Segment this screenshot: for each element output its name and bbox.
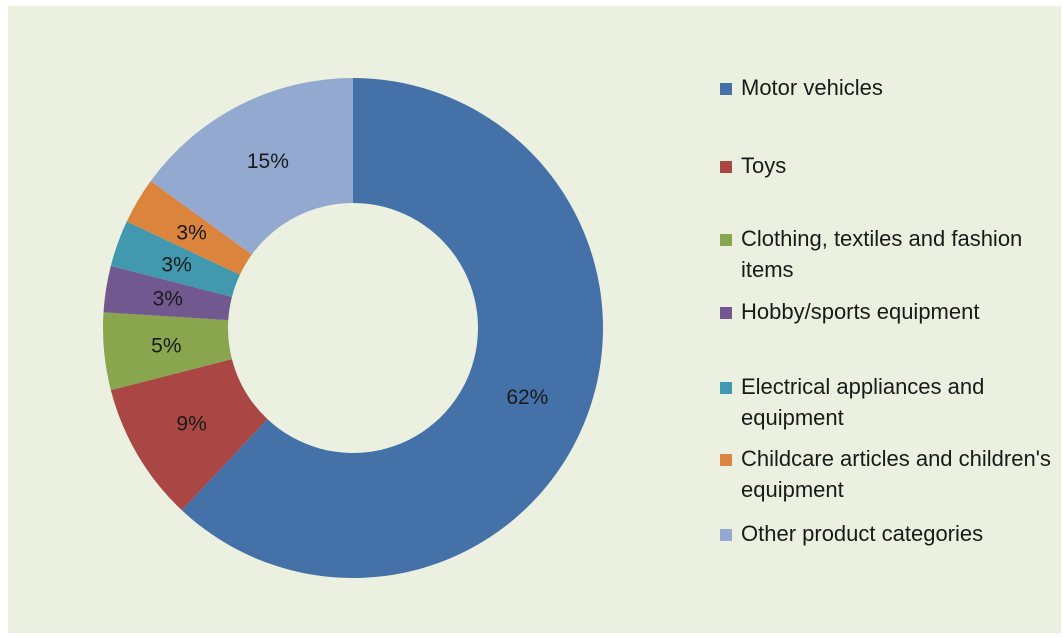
legend-item-hobby-sports: Hobby/sports equipment bbox=[720, 296, 1063, 327]
data-label-other: 15% bbox=[247, 150, 289, 173]
legend-label: Childcare articles and children's equipm… bbox=[741, 446, 1051, 502]
legend-label: Hobby/sports equipment bbox=[741, 299, 980, 324]
legend-item-other: Other product categories bbox=[720, 518, 1063, 549]
data-label-motor-vehicles: 62% bbox=[506, 386, 548, 409]
legend-item-clothing: Clothing, textiles and fashion items bbox=[720, 223, 1063, 285]
slice-clothing bbox=[103, 312, 232, 391]
donut-chart: 62% 9% 5% 3% 3% 3% 15% bbox=[103, 78, 603, 578]
legend-swatch bbox=[720, 307, 732, 319]
data-label-toys: 9% bbox=[176, 412, 206, 435]
legend-swatch bbox=[720, 83, 732, 95]
legend-swatch bbox=[720, 382, 732, 394]
legend-item-electrical: Electrical appliances and equipment bbox=[720, 371, 1063, 433]
legend-swatch bbox=[720, 234, 732, 246]
legend-item-childcare: Childcare articles and children's equipm… bbox=[720, 443, 1063, 505]
legend-swatch bbox=[720, 529, 732, 541]
legend-label: Other product categories bbox=[741, 521, 984, 546]
data-label-electrical: 3% bbox=[161, 253, 191, 276]
slice-other bbox=[150, 78, 353, 255]
legend-label: Electrical appliances and equipment bbox=[741, 374, 985, 430]
legend-label: Clothing, textiles and fashion items bbox=[741, 226, 1023, 282]
legend-item-motor-vehicles: Motor vehicles bbox=[720, 72, 1063, 103]
slice-toys bbox=[110, 359, 268, 511]
slice-hobby-sports bbox=[103, 265, 232, 321]
slice-electrical bbox=[110, 221, 240, 297]
data-label-clothing: 5% bbox=[151, 335, 181, 358]
slice-motor-vehicles bbox=[181, 78, 603, 578]
legend-swatch bbox=[720, 454, 732, 466]
data-label-hobby-sports: 3% bbox=[153, 288, 183, 311]
slice-childcare bbox=[126, 181, 252, 275]
legend-swatch bbox=[720, 161, 732, 173]
data-label-childcare: 3% bbox=[176, 222, 206, 245]
legend-label: Motor vehicles bbox=[741, 75, 883, 100]
legend-label: Toys bbox=[741, 153, 787, 178]
chart-area: 62% 9% 5% 3% 3% 3% 15% Motor vehicles Toys Clo… bbox=[8, 6, 1061, 633]
legend-item-toys: Toys bbox=[720, 150, 1063, 181]
